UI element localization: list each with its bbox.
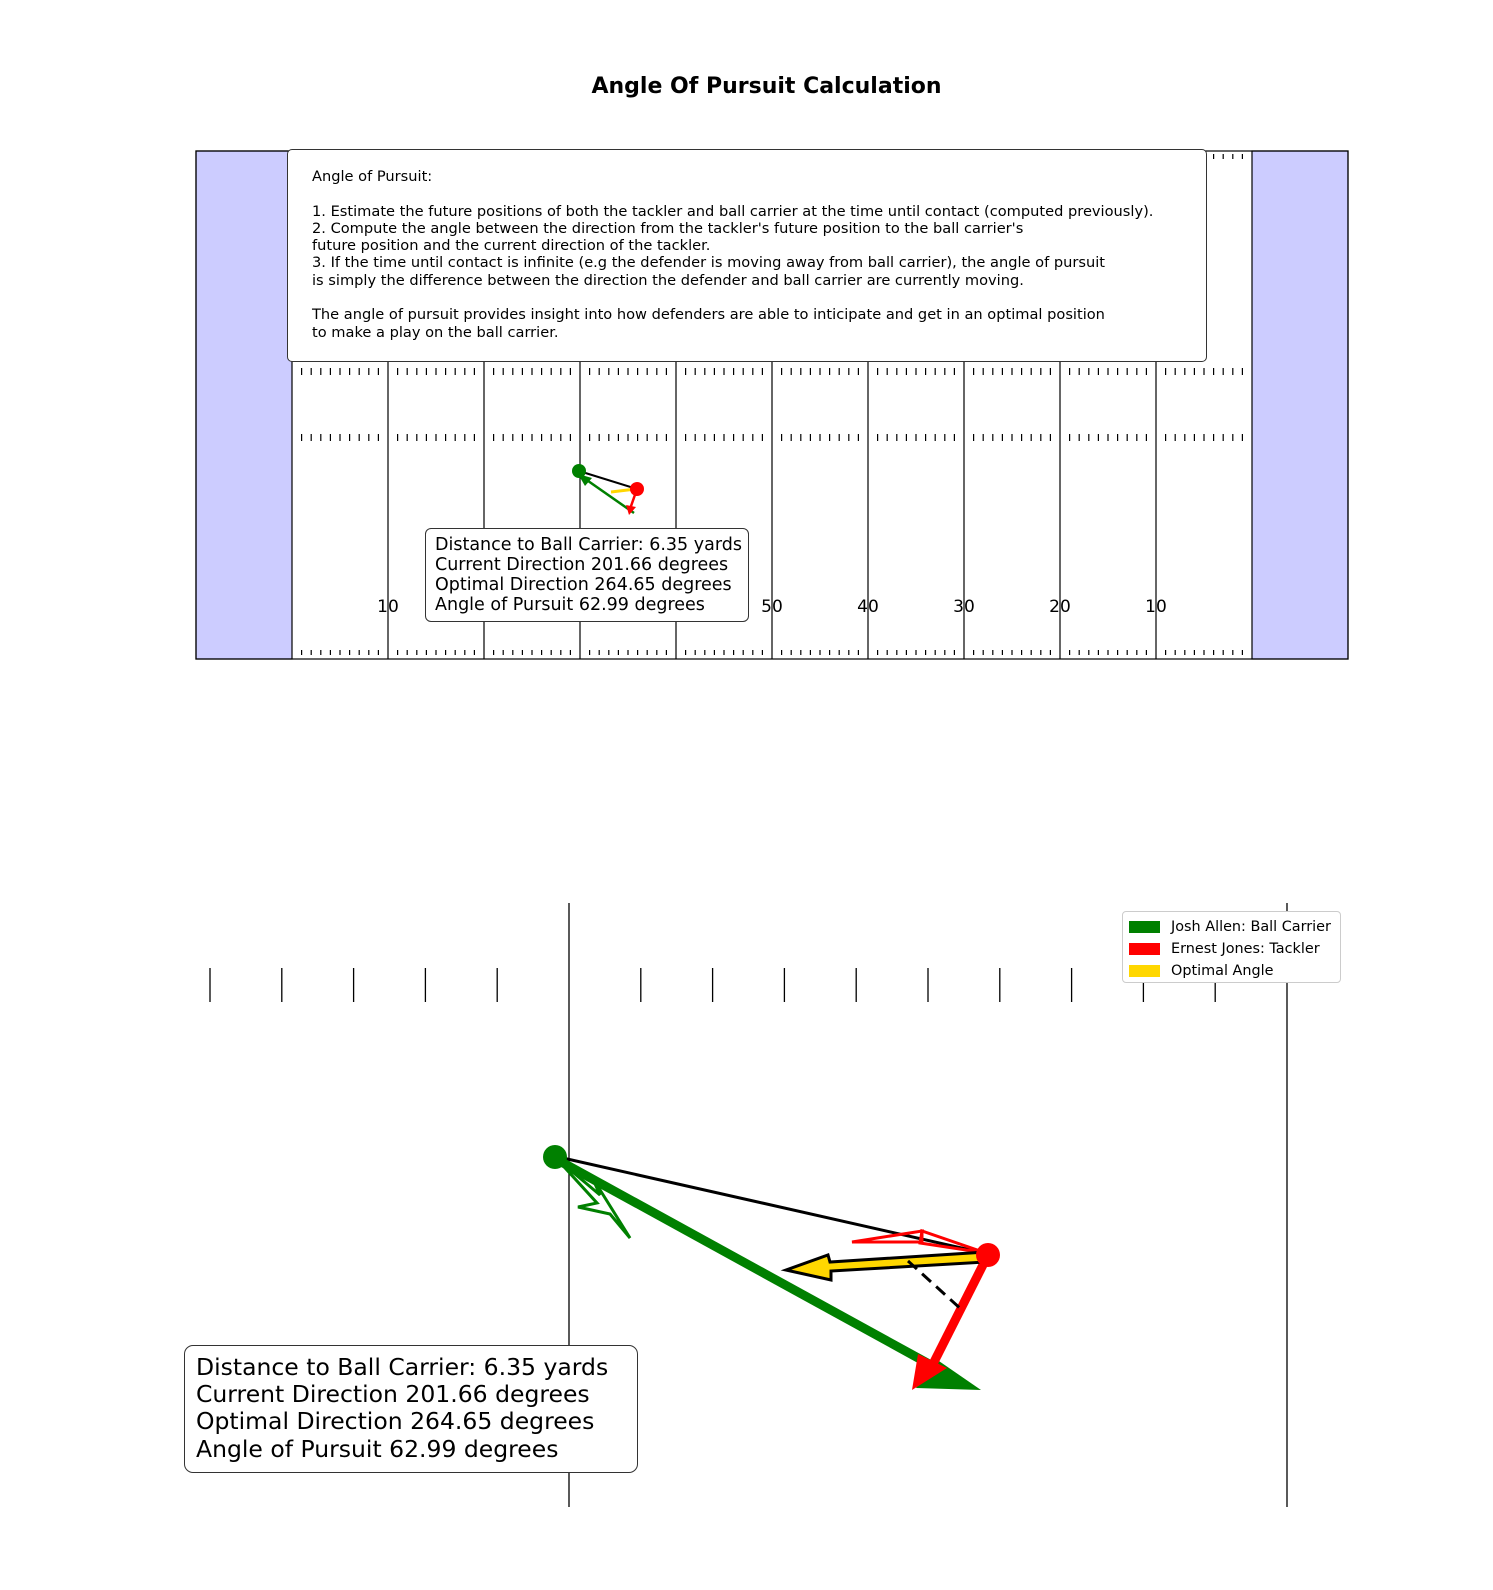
legend: Josh Allen: Ball Carrier Ernest Jones: T… [1122,911,1341,983]
stats-box-large: Distance to Ball Carrier: 6.35 yards Cur… [184,1345,638,1473]
explanation-line: 2. Compute the angle between the directi… [312,219,1024,237]
tackler-direction-arrow [929,1252,993,1365]
stat-distance: Distance to Ball Carrier: 6.35 yards [435,535,742,555]
explanation-line: 3. If the time until contact is infinite… [312,254,1106,272]
small-tackler-dot [630,482,644,496]
tackler-direction-arrowhead [912,1354,947,1390]
stat-distance-large: Distance to Ball Carrier: 6.35 yards [196,1353,609,1381]
legend-swatch-tackler [1129,943,1160,955]
tackler-dot [976,1243,1000,1267]
legend-label-optimal: Optimal Angle [1171,963,1274,979]
stat-current-direction: Current Direction 201.66 degrees [435,555,729,575]
small-play-diagram [572,464,644,515]
field-number: 10 [1145,597,1167,617]
explanation-line: is simply the difference between the dir… [312,271,1024,289]
angle-dashed-line [906,1259,964,1312]
small-carrier-arrow [580,474,635,515]
explanation-heading: Angle of Pursuit: [312,168,433,185]
ball-carrier-dot [543,1145,567,1169]
legend-item-optimal: Optimal Angle [1129,960,1340,982]
stat-angle-of-pursuit-large: Angle of Pursuit 62.99 degrees [196,1434,559,1463]
field-number: 10 [377,597,399,617]
field-number: 20 [1049,597,1071,617]
small-tackler-arrowhead [626,505,636,515]
zoomed-play-diagram [209,903,1288,1507]
field-number: 50 [761,597,783,617]
explanation-lines: 1. Estimate the future positions of both… [312,203,1206,341]
field-number: 40 [857,597,879,617]
explanation-line: 1. Estimate the future positions of both… [312,202,1154,220]
legend-label-tackler: Ernest Jones: Tackler [1171,941,1320,957]
zoom-connect-line [553,1154,989,1256]
explanation-line: to make a play on the ball carrier. [312,323,559,341]
explanation-line: future position and the current directio… [312,237,711,255]
left-endzone [195,150,293,660]
small-ball-carrier-dot [572,464,586,478]
page-title: Angle Of Pursuit Calculation [591,74,942,99]
stat-optimal-direction: Optimal Direction 264.65 degrees [435,575,732,595]
optimal-angle-arrow [780,1250,988,1282]
field-number: 30 [953,597,975,617]
legend-swatch-ball-carrier [1129,921,1160,933]
right-endzone [1251,150,1349,660]
legend-swatch-optimal [1129,965,1160,977]
stat-angle-of-pursuit: Angle of Pursuit 62.99 degrees [435,595,705,615]
zoom-hash-marks [209,968,1216,1002]
stats-box-small: Distance to Ball Carrier: 6.35 yards Cur… [425,528,749,622]
stat-optimal-direction-large: Optimal Direction 264.65 degrees [196,1407,595,1436]
explanation-line: The angle of pursuit provides insight in… [312,306,1105,324]
tackler-outline-arrow [851,1228,987,1255]
legend-label-ball-carrier: Josh Allen: Ball Carrier [1171,919,1331,935]
carrier-outline-arrow [554,1156,632,1239]
explanation-box: Angle of Pursuit: 1. Estimate the future… [287,149,1207,362]
legend-item-tackler: Ernest Jones: Tackler [1129,938,1340,960]
small-connect-line [578,470,638,490]
carrier-direction-arrow [553,1155,943,1374]
explanation-line [312,289,1206,306]
field-numbers: 10 50 40 30 20 10 [377,597,1167,617]
stat-current-direction-large: Current Direction 201.66 degrees [196,1380,590,1409]
legend-item-ball-carrier: Josh Allen: Ball Carrier [1129,916,1340,938]
